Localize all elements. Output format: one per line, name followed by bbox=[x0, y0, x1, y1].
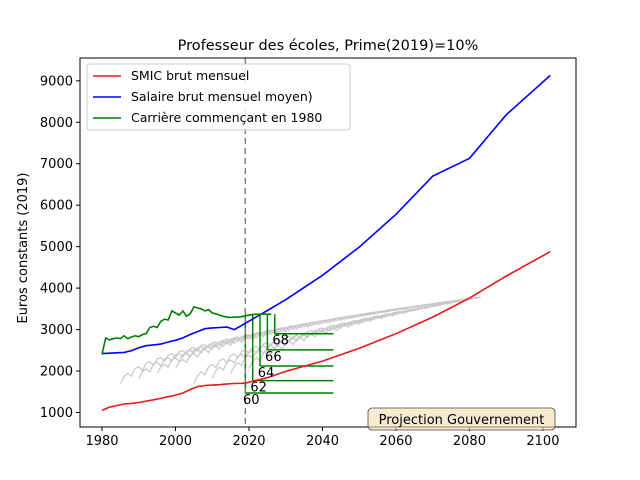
legend-label-carriere: Carrière commençant en 1980 bbox=[131, 110, 322, 125]
retirement-steps bbox=[244, 314, 334, 394]
y-tick-label: 7000 bbox=[40, 157, 73, 172]
gray-career-line bbox=[248, 296, 481, 369]
gray-career-line bbox=[174, 296, 481, 369]
x-axis: 1980 2000 2020 2040 2060 2080 2100 bbox=[85, 427, 559, 449]
y-tick-label: 1000 bbox=[40, 406, 73, 421]
y-tick-label: 2000 bbox=[40, 365, 73, 380]
y-tick-label: 6000 bbox=[40, 199, 73, 214]
y-tick-label: 3000 bbox=[40, 323, 73, 338]
y-axis-label: Euros constants (2019) bbox=[16, 172, 31, 323]
retirement-age-label: 62 bbox=[250, 381, 267, 396]
y-tick-label: 8000 bbox=[40, 116, 73, 131]
series-lines bbox=[101, 74, 551, 412]
gray-careers bbox=[119, 296, 481, 384]
x-tick-label: 2060 bbox=[379, 434, 412, 449]
x-tick-label: 1980 bbox=[85, 434, 118, 449]
legend-frame bbox=[86, 63, 351, 131]
retirement-age-label: 64 bbox=[258, 366, 275, 381]
projection-box-frame bbox=[367, 407, 556, 431]
x-tick-label: 2100 bbox=[526, 434, 559, 449]
legend-label-smic: SMIC brut mensuel bbox=[131, 68, 249, 83]
y-tick-label: 9000 bbox=[40, 74, 73, 89]
y-axis: 1000 2000 3000 4000 5000 6000 7000 8000 9000 bbox=[40, 74, 80, 421]
x-tick-label: 2020 bbox=[232, 434, 265, 449]
chart-title: Professeur des écoles, Prime(2019)=10% bbox=[178, 38, 479, 54]
projection-box-text: Projection Gouvernement bbox=[379, 413, 545, 428]
x-tick-label: 2000 bbox=[159, 434, 192, 449]
legend: SMIC brut mensuel Salaire brut mensuel m… bbox=[86, 63, 351, 131]
projection-box: Projection Gouvernement bbox=[367, 407, 556, 431]
plot-frame bbox=[79, 57, 577, 428]
series-line bbox=[101, 74, 551, 355]
retirement-age-label: 68 bbox=[272, 334, 289, 349]
x-tick-label: 2080 bbox=[453, 434, 486, 449]
legend-label-salaire: Salaire brut mensuel moyen) bbox=[131, 89, 313, 104]
y-tick-label: 5000 bbox=[40, 240, 73, 255]
retirement-age-label: 66 bbox=[265, 350, 282, 365]
retirement-age-label: 60 bbox=[243, 393, 260, 408]
series-line bbox=[101, 305, 272, 355]
x-tick-label: 2040 bbox=[306, 434, 339, 449]
y-tick-label: 4000 bbox=[40, 282, 73, 297]
series-line bbox=[101, 250, 551, 412]
